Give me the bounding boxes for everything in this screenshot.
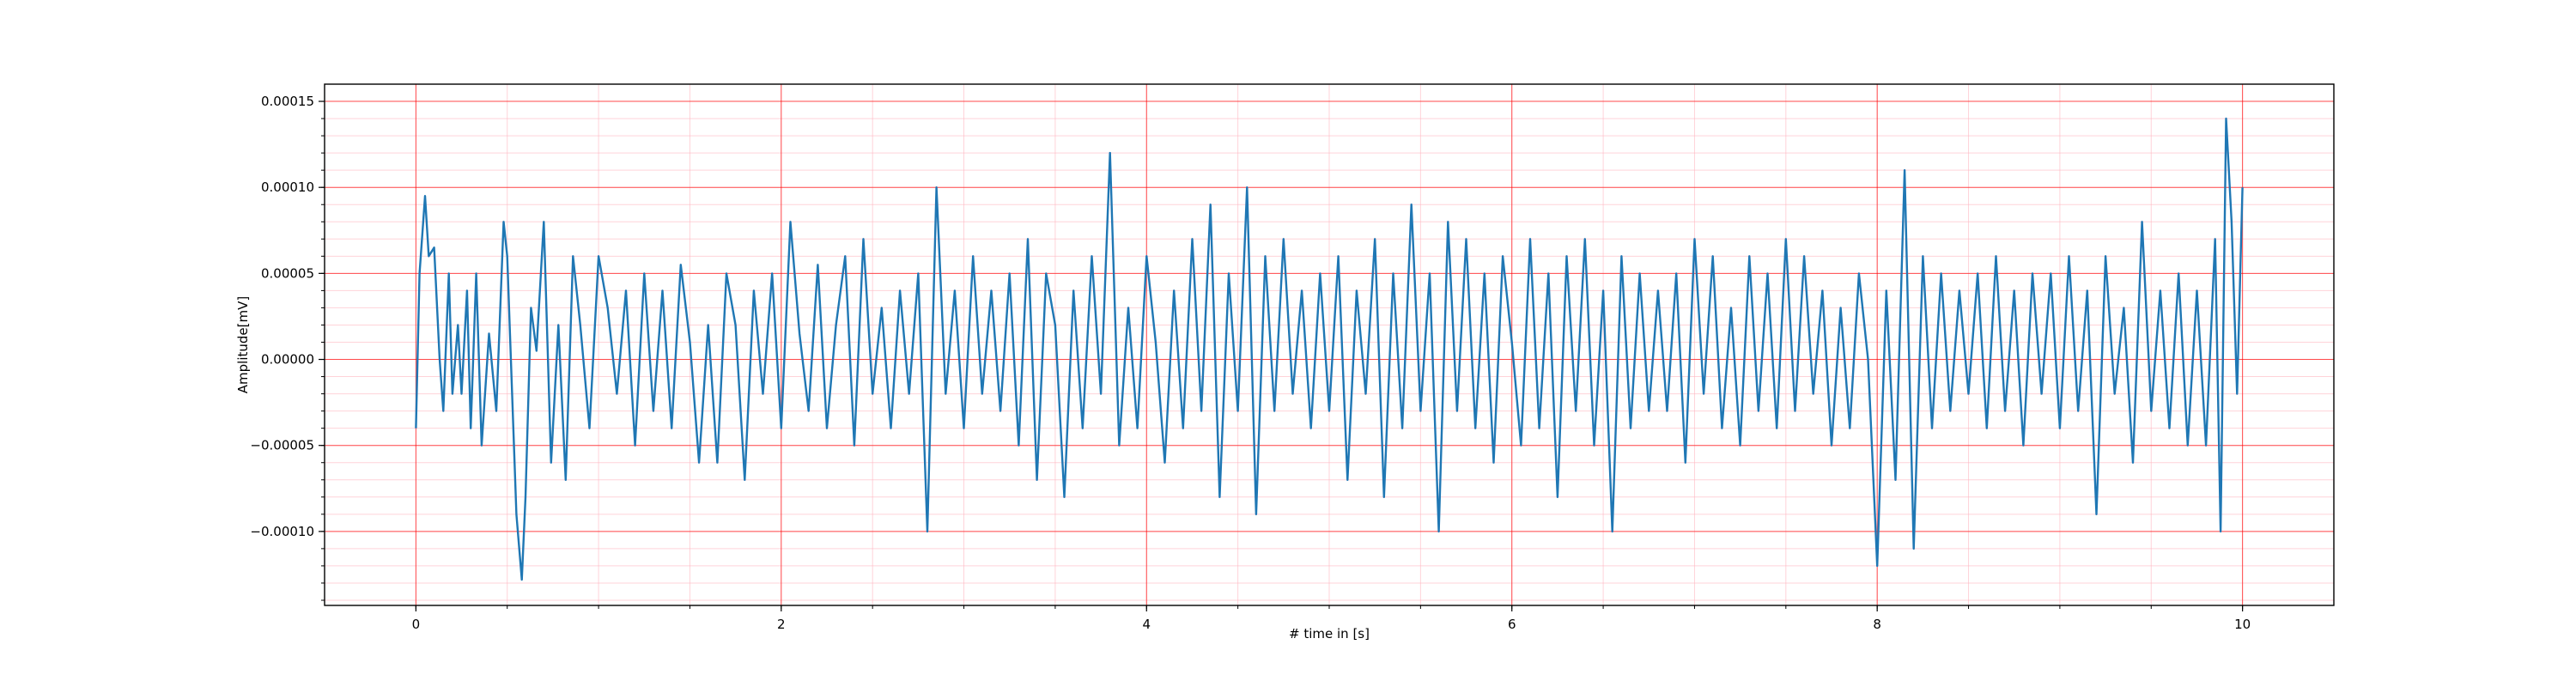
- y-tick-label: 0.00000: [261, 352, 314, 368]
- x-tick-label: 0: [412, 617, 421, 632]
- series-line: [415, 117, 2244, 581]
- x-tick-label: 8: [1873, 617, 1881, 632]
- y-tick-label: 0.00015: [261, 94, 314, 109]
- y-tick-label: 0.00005: [261, 265, 314, 281]
- x-axis-label: # time in [s]: [1289, 626, 1370, 641]
- axis-ticks: 0 2 4 6 8 10 −0.00010 −0.00005 0.00000 0.00005 0.0…: [250, 94, 2251, 632]
- y-axis-label: Amplitude[mV]: [235, 296, 251, 393]
- major-grid: [325, 84, 2334, 605]
- x-tick-label: 10: [2234, 617, 2251, 632]
- minor-grid: [325, 84, 2334, 605]
- x-tick-label: 4: [1142, 617, 1151, 632]
- x-tick-label: 6: [1508, 617, 1516, 632]
- y-tick-label: −0.00005: [250, 438, 314, 453]
- y-tick-label: −0.00010: [250, 524, 314, 539]
- x-tick-label: 2: [777, 617, 786, 632]
- y-tick-label: 0.00010: [261, 179, 314, 195]
